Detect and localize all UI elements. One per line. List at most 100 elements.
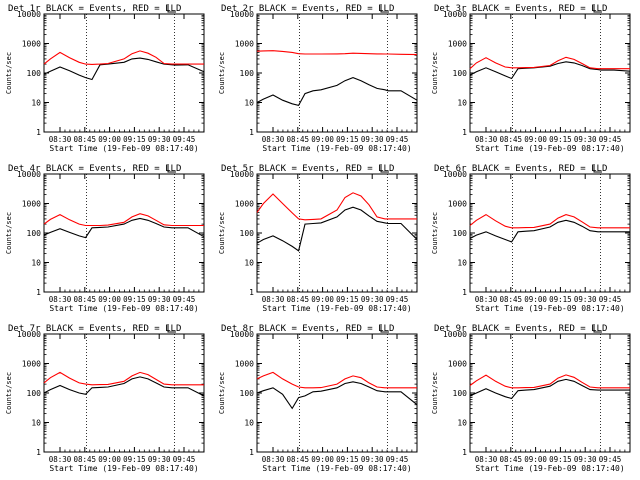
x-axis-label: Start Time (19-Feb-09 08:17:40): [475, 464, 624, 473]
x-tick-label: 09:45: [599, 135, 622, 144]
y-axis-label: Counts/sec: [431, 212, 439, 254]
y-tick-label: 1000: [235, 40, 254, 49]
y-axis-label: Counts/sec: [218, 212, 226, 254]
x-tick-label: 09:45: [386, 295, 409, 304]
y-tick-label: 1: [249, 288, 254, 297]
y-tick-label: 10000: [17, 330, 41, 339]
x-tick-label: 09:15: [549, 455, 572, 464]
series-line-events: [43, 57, 205, 81]
y-tick-label: 10000: [443, 170, 467, 179]
x-axis-label: Start Time (19-Feb-09 08:17:40): [49, 144, 198, 153]
x-tick-label: 09:15: [123, 135, 146, 144]
y-tick-label: 1000: [22, 200, 41, 209]
y-tick-label: 1000: [448, 40, 467, 49]
x-tick-label: 08:30: [49, 135, 72, 144]
y-tick-label: 1000: [448, 200, 467, 209]
y-axis-label: Counts/sec: [5, 52, 13, 94]
bracket-glyph: [593, 4, 602, 13]
y-tick-label: 1000: [235, 200, 254, 209]
x-tick-label: 09:45: [599, 455, 622, 464]
y-tick-label: 10: [31, 99, 41, 108]
series-line-events: [469, 378, 630, 400]
chart-panel-7: Det 7r BLACK = Events, RED = LLD 1 10 100 10…: [5, 324, 205, 473]
y-tick-label: 100: [453, 69, 468, 78]
y-tick-label: 10000: [443, 330, 467, 339]
x-tick-label: 09:00: [311, 295, 334, 304]
y-axis-label: Counts/sec: [218, 372, 226, 414]
y-tick-label: 1: [36, 128, 41, 137]
y-axis-label: Counts/sec: [431, 372, 439, 414]
bracket-glyph: [167, 4, 176, 13]
x-tick-label: 09:30: [148, 135, 171, 144]
x-axis-label: Start Time (19-Feb-09 08:17:40): [262, 304, 411, 313]
bracket-glyph: [167, 164, 176, 173]
y-tick-label: 10: [457, 99, 467, 108]
x-tick-label: 09:45: [386, 455, 409, 464]
x-tick-label: 08:45: [500, 295, 523, 304]
x-tick-label: 09:00: [98, 135, 121, 144]
chart-title: Det 3r BLACK = Events, RED = LLD: [434, 4, 607, 14]
y-tick-label: 10000: [17, 170, 41, 179]
x-tick-label: 09:15: [123, 295, 146, 304]
x-tick-label: 09:30: [148, 295, 171, 304]
chart-panel-2: Det 2r BLACK = Events, RED = LLD 1 10 100 10…: [218, 4, 418, 153]
x-tick-label: 09:45: [386, 135, 409, 144]
y-tick-label: 10: [244, 259, 254, 268]
x-tick-label: 08:45: [287, 295, 310, 304]
x-tick-label: 09:30: [361, 295, 384, 304]
y-tick-label: 100: [453, 389, 468, 398]
plot-frame: [469, 173, 631, 293]
y-tick-label: 1: [462, 288, 467, 297]
y-tick-label: 1: [462, 128, 467, 137]
y-tick-label: 10000: [230, 330, 254, 339]
series-line-lld: [469, 213, 630, 229]
chart-panel-3: Det 3r BLACK = Events, RED = LLD 1 10 100 10…: [431, 4, 631, 153]
y-tick-label: 100: [27, 69, 42, 78]
plot-frame: [43, 333, 205, 453]
chart-panel-9: Det 9r BLACK = Events, RED = LLD 1 10 100 10…: [431, 324, 631, 473]
series-line-lld: [469, 56, 630, 70]
y-tick-label: 100: [27, 229, 42, 238]
chart-title: Det 5r BLACK = Events, RED = LLD: [221, 164, 394, 174]
plot-frame: [469, 13, 631, 133]
x-tick-label: 09:30: [361, 135, 384, 144]
series-line-lld: [256, 371, 417, 389]
x-tick-label: 08:30: [262, 135, 285, 144]
x-tick-label: 08:45: [287, 135, 310, 144]
x-tick-label: 08:45: [500, 455, 523, 464]
bracket-glyph: [380, 4, 389, 13]
x-tick-label: 09:30: [574, 455, 597, 464]
y-axis-label: Counts/sec: [5, 212, 13, 254]
chart-panel-6: Det 6r BLACK = Events, RED = LLD 1 10 100 10…: [431, 164, 631, 313]
chart-title: Det 8r BLACK = Events, RED = LLD: [221, 324, 394, 334]
plot-frame: [256, 13, 418, 133]
x-tick-label: 08:45: [74, 455, 97, 464]
x-tick-label: 09:30: [361, 455, 384, 464]
x-axis-label: Start Time (19-Feb-09 08:17:40): [262, 464, 411, 473]
x-axis-label: Start Time (19-Feb-09 08:17:40): [475, 304, 624, 313]
series-line-lld: [43, 213, 204, 227]
chart-panel-8: Det 8r BLACK = Events, RED = LLD 1 10 100 10…: [218, 324, 418, 473]
x-tick-label: 09:30: [574, 135, 597, 144]
bracket-glyph: [380, 324, 389, 333]
y-tick-label: 10: [31, 259, 41, 268]
x-axis-label: Start Time (19-Feb-09 08:17:40): [49, 304, 198, 313]
series-line-events: [256, 77, 418, 107]
y-tick-label: 1000: [22, 360, 41, 369]
x-tick-label: 08:30: [262, 295, 285, 304]
x-tick-label: 08:45: [287, 455, 310, 464]
x-tick-label: 09:00: [524, 295, 547, 304]
chart-title: Det 9r BLACK = Events, RED = LLD: [434, 324, 607, 334]
series-line-lld: [256, 50, 418, 56]
y-tick-label: 10: [244, 99, 254, 108]
bracket-glyph: [167, 324, 176, 333]
x-tick-label: 08:30: [262, 455, 285, 464]
y-tick-label: 100: [27, 389, 42, 398]
x-tick-label: 09:15: [336, 455, 359, 464]
y-tick-label: 1000: [22, 40, 41, 49]
x-tick-label: 09:15: [549, 295, 572, 304]
chart-title: Det 7r BLACK = Events, RED = LLD: [8, 324, 181, 334]
plot-frame: [43, 13, 205, 133]
bracket-glyph: [380, 164, 389, 173]
